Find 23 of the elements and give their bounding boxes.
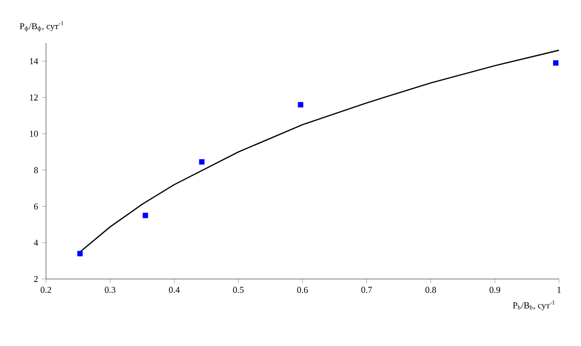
- x-tick-label: 0.5: [233, 286, 244, 293]
- y-tick-label: 8: [34, 167, 38, 174]
- point: [142, 212, 148, 218]
- x-tick-label: 1: [558, 286, 561, 293]
- point: [77, 250, 83, 256]
- x-axis-title: P$_{b}$/B$_{b}$, сут$^{-1}$: [512, 300, 555, 310]
- x-tick-label: 0.8: [425, 286, 436, 293]
- y-axis-title: P$_{ф}$/B$_{ф}$, сут$^{-1}$: [20, 21, 64, 32]
- x-tick-label: 0.3: [104, 286, 116, 293]
- x-tick-label: 0.2: [40, 286, 52, 293]
- y-tick-label: 12: [30, 94, 38, 100]
- point: [298, 102, 304, 108]
- y-tick-label: 4: [34, 240, 38, 246]
- x-tick-label: 0.6: [297, 286, 308, 293]
- y-tick-label: 6: [34, 203, 38, 210]
- point: [199, 159, 205, 165]
- x-tick-label: 0.9: [490, 286, 500, 293]
- x-tick-label: 0.7: [361, 286, 372, 293]
- y-tick-label: 10: [30, 130, 38, 137]
- point: [553, 60, 558, 66]
- y-tick-label: 2: [34, 276, 38, 282]
- y-tick-label: 14: [30, 58, 38, 64]
- x-tick-label: 0.4: [168, 286, 180, 293]
